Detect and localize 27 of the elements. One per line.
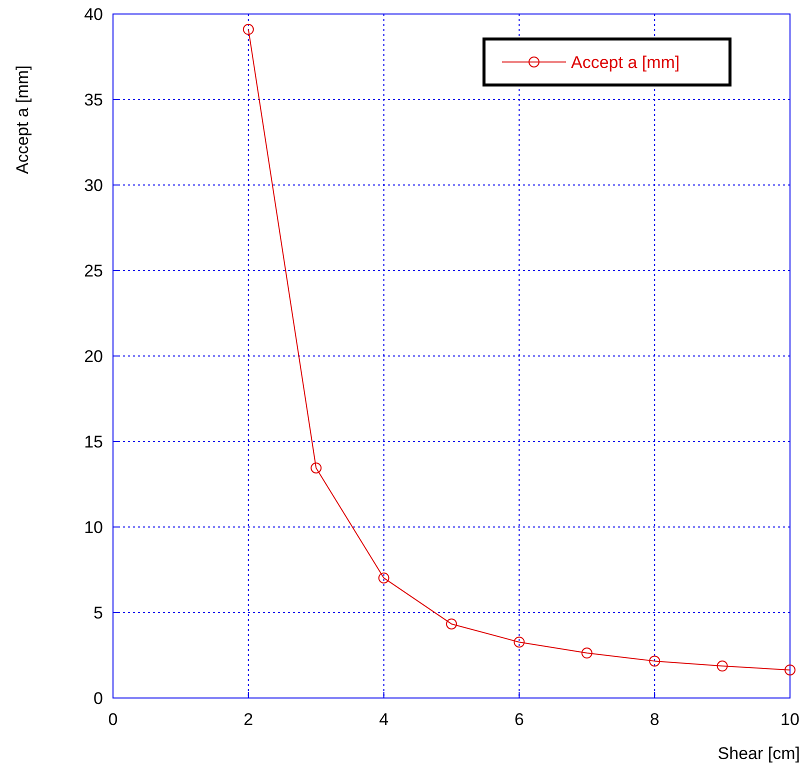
point — [378, 572, 390, 584]
legend-label: Accept a [mm] — [571, 53, 680, 72]
point — [649, 656, 660, 667]
x-tick-label: 2 — [244, 710, 254, 729]
x-tick-label: 4 — [379, 710, 389, 729]
y-axis-title: Accept a [mm] — [13, 65, 32, 174]
point — [716, 660, 728, 672]
y-tick-label: 35 — [84, 90, 103, 110]
y-tick-label: 40 — [84, 5, 103, 24]
y-tick-label: 0 — [94, 689, 103, 708]
x-axis-title: Shear [cm] — [718, 744, 800, 763]
x-tick-label: 6 — [514, 710, 524, 729]
y-tick-label: 5 — [94, 604, 103, 622]
y-tick-label: 15 — [84, 432, 103, 452]
x-tick-label: 0 — [108, 710, 118, 729]
y-tick-label: 30 — [84, 176, 103, 195]
x-tick-label: 8 — [650, 710, 660, 729]
point — [514, 636, 525, 648]
point — [581, 648, 592, 659]
point — [784, 664, 796, 676]
point — [310, 462, 322, 474]
point — [242, 24, 254, 35]
x-tick-label: 10 — [780, 710, 800, 729]
y-tick-label: 25 — [84, 262, 103, 280]
y-tick-label: 20 — [84, 347, 103, 366]
y-tick-label: 10 — [84, 518, 103, 537]
point — [446, 618, 457, 630]
